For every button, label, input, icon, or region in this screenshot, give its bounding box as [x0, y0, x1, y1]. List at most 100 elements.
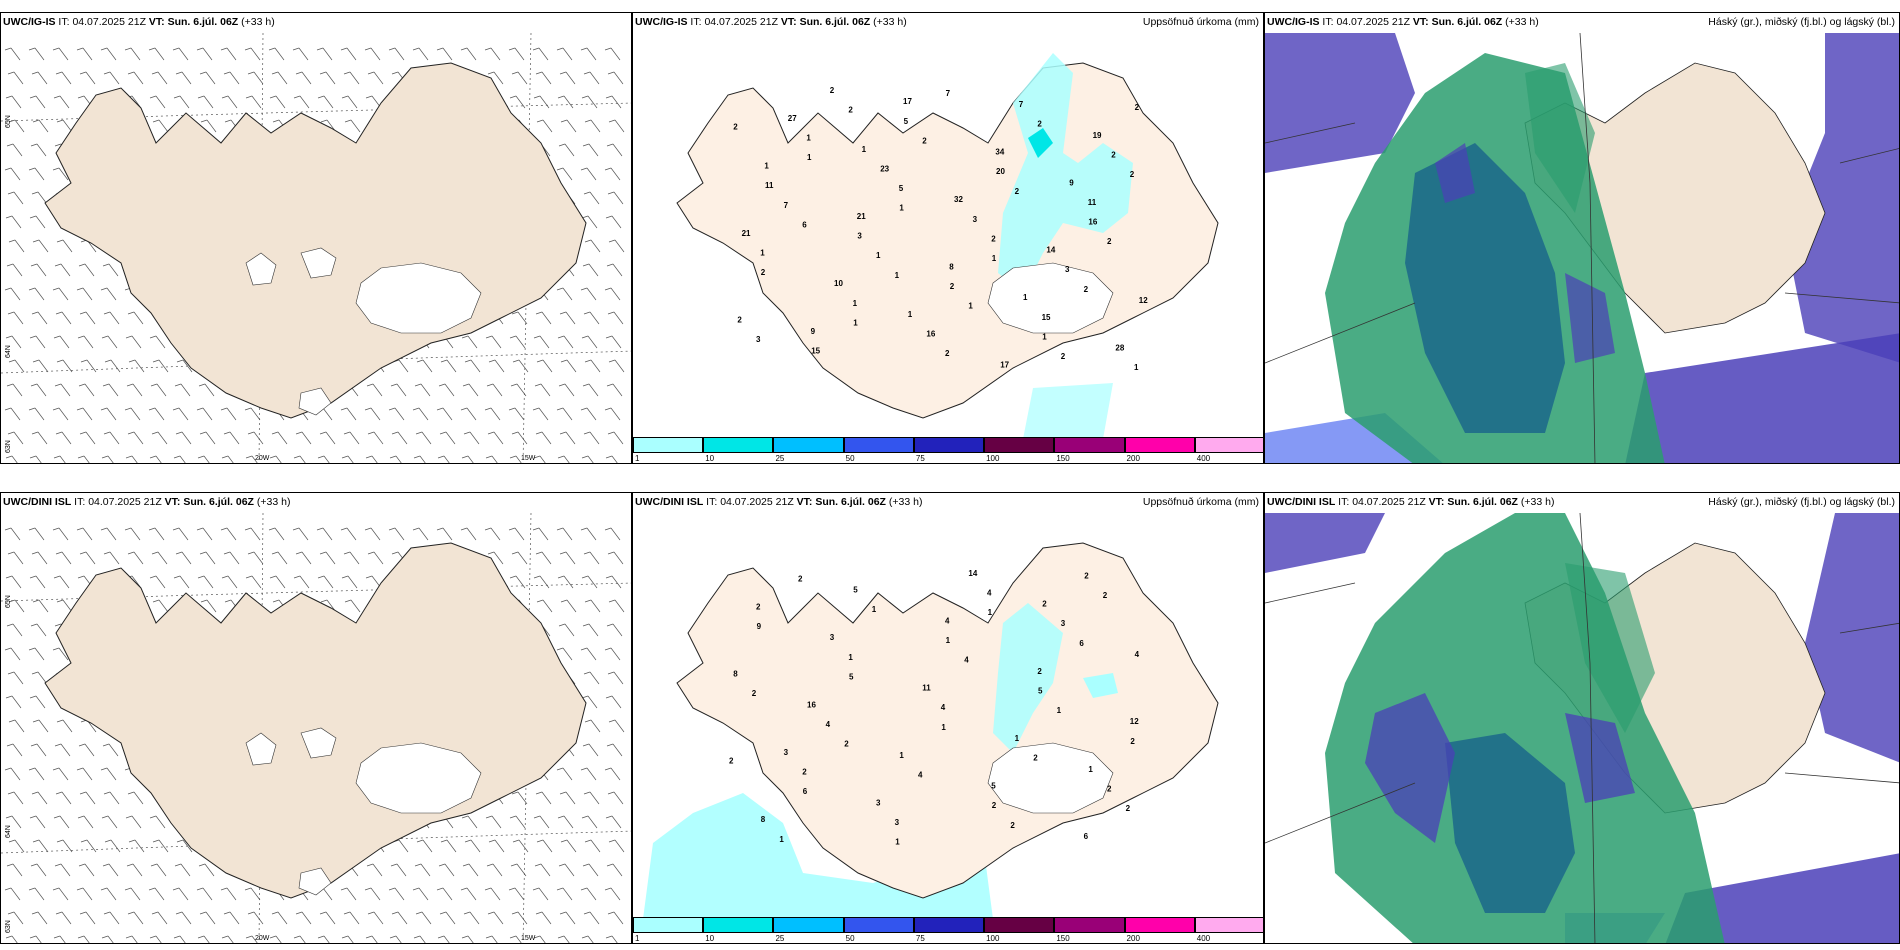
wind-barb	[580, 527, 597, 541]
wind-barb	[78, 383, 95, 397]
wind-barb	[557, 95, 574, 109]
wind-barb	[152, 839, 169, 853]
wind-barb	[364, 407, 381, 421]
wind-barb	[196, 407, 213, 421]
wind-barb	[533, 455, 546, 463]
precip-value-label: 1	[1088, 765, 1093, 774]
wind-barb	[485, 455, 498, 463]
wind-barb	[7, 431, 24, 445]
wind-barb	[607, 311, 624, 325]
wind-barb	[52, 767, 69, 781]
wind-barb	[173, 935, 186, 943]
precip-value-label: 11	[922, 684, 931, 693]
wind-barb	[608, 719, 625, 733]
wind-barb	[80, 359, 97, 373]
wind-barb	[484, 527, 501, 541]
wind-barb	[172, 407, 189, 421]
precip-value-label: 1	[872, 605, 877, 614]
wind-barb	[78, 863, 95, 877]
precip-area	[1083, 673, 1118, 698]
precip-value-label: 2	[848, 106, 853, 115]
wind-barb	[198, 383, 215, 397]
precip-value-label: 20	[996, 167, 1005, 176]
wind-barb	[79, 71, 96, 85]
wind-barb	[486, 383, 503, 397]
cloud-panel-row2: UWC/DINI ISL IT: 04.07.2025 21Z VT: Sun.…	[1264, 492, 1900, 944]
wind-barb	[124, 47, 141, 61]
precip-value-label: 8	[949, 262, 954, 271]
wind-barb	[366, 863, 383, 877]
low-cloud-area	[1435, 143, 1475, 203]
wind-barb	[392, 359, 409, 373]
lat-label: 63N	[5, 920, 12, 933]
precip-value-label: 1	[941, 723, 946, 732]
wind-barb	[558, 623, 575, 637]
lat-label: 65N	[5, 595, 12, 608]
wind-barb	[76, 527, 93, 541]
wind-barb	[367, 551, 384, 565]
precip-value-label: 3	[857, 232, 862, 241]
wind-barb	[32, 239, 49, 253]
wind-barb	[151, 551, 168, 565]
wind-barb	[533, 575, 550, 589]
wind-barb	[56, 119, 73, 133]
colorbar-swatch	[984, 917, 1055, 933]
wind-barb	[4, 47, 21, 61]
wind-barb	[102, 743, 119, 757]
precip-value-label: 12	[1139, 296, 1148, 305]
wind-barb	[5, 695, 22, 709]
wind-barb	[5, 455, 18, 463]
wind-barb	[172, 527, 189, 541]
wind-barb	[127, 911, 144, 925]
glacier-vatnajokull	[355, 262, 482, 334]
wind-barb	[340, 47, 357, 61]
precip-value-label: 5	[853, 586, 858, 595]
wind-barb	[580, 767, 597, 781]
panel-header: UWC/DINI ISL IT: 04.07.2025 21Z VT: Sun.…	[3, 496, 291, 508]
precip-value-label: 14	[968, 569, 977, 578]
wind-barb	[52, 887, 69, 901]
wind-barb	[6, 743, 23, 757]
wind-barb	[55, 551, 72, 565]
wind-barb	[221, 575, 238, 589]
wind-barb	[53, 815, 70, 829]
wind-barb	[293, 95, 310, 109]
cloud-map	[1265, 513, 1899, 943]
wind-barb	[367, 911, 384, 925]
lon-label: 15W	[521, 455, 536, 462]
wind-barb	[461, 935, 474, 943]
wind-barb	[52, 527, 69, 541]
precip-value-label: 2	[1015, 187, 1020, 196]
wind-barb	[604, 407, 621, 421]
wind-barb	[533, 335, 550, 349]
wind-barb	[556, 287, 573, 301]
wind-barb	[536, 839, 553, 853]
wind-barb	[559, 551, 576, 565]
wind-barb	[100, 287, 117, 301]
wind-barb	[28, 167, 45, 181]
low-cloud-area	[1365, 693, 1455, 843]
wind-barb	[196, 527, 213, 541]
wind-barb	[437, 935, 450, 943]
wind-barb	[511, 71, 528, 85]
wind-barb	[176, 839, 193, 853]
wind-barb	[196, 47, 213, 61]
wind-barb	[556, 887, 573, 901]
precip-value-label: 8	[761, 815, 766, 824]
wind-barb	[607, 671, 624, 685]
wind-barb	[176, 359, 193, 373]
precip-value-label: 3	[784, 748, 789, 757]
precip-value-label: 12	[1130, 717, 1139, 726]
graticule	[1265, 513, 1899, 943]
wind-barb	[76, 767, 93, 781]
wind-barb	[149, 575, 166, 589]
wind-barb	[55, 71, 72, 85]
wind-barb	[220, 47, 237, 61]
wind-barb	[607, 791, 624, 805]
wind-barb	[269, 455, 282, 463]
precip-value-label: 21	[857, 212, 866, 221]
wind-barb	[536, 119, 553, 133]
precip-value-label: 1	[779, 835, 784, 844]
precip-value-label: 4	[941, 703, 946, 712]
wind-barb	[268, 527, 285, 541]
